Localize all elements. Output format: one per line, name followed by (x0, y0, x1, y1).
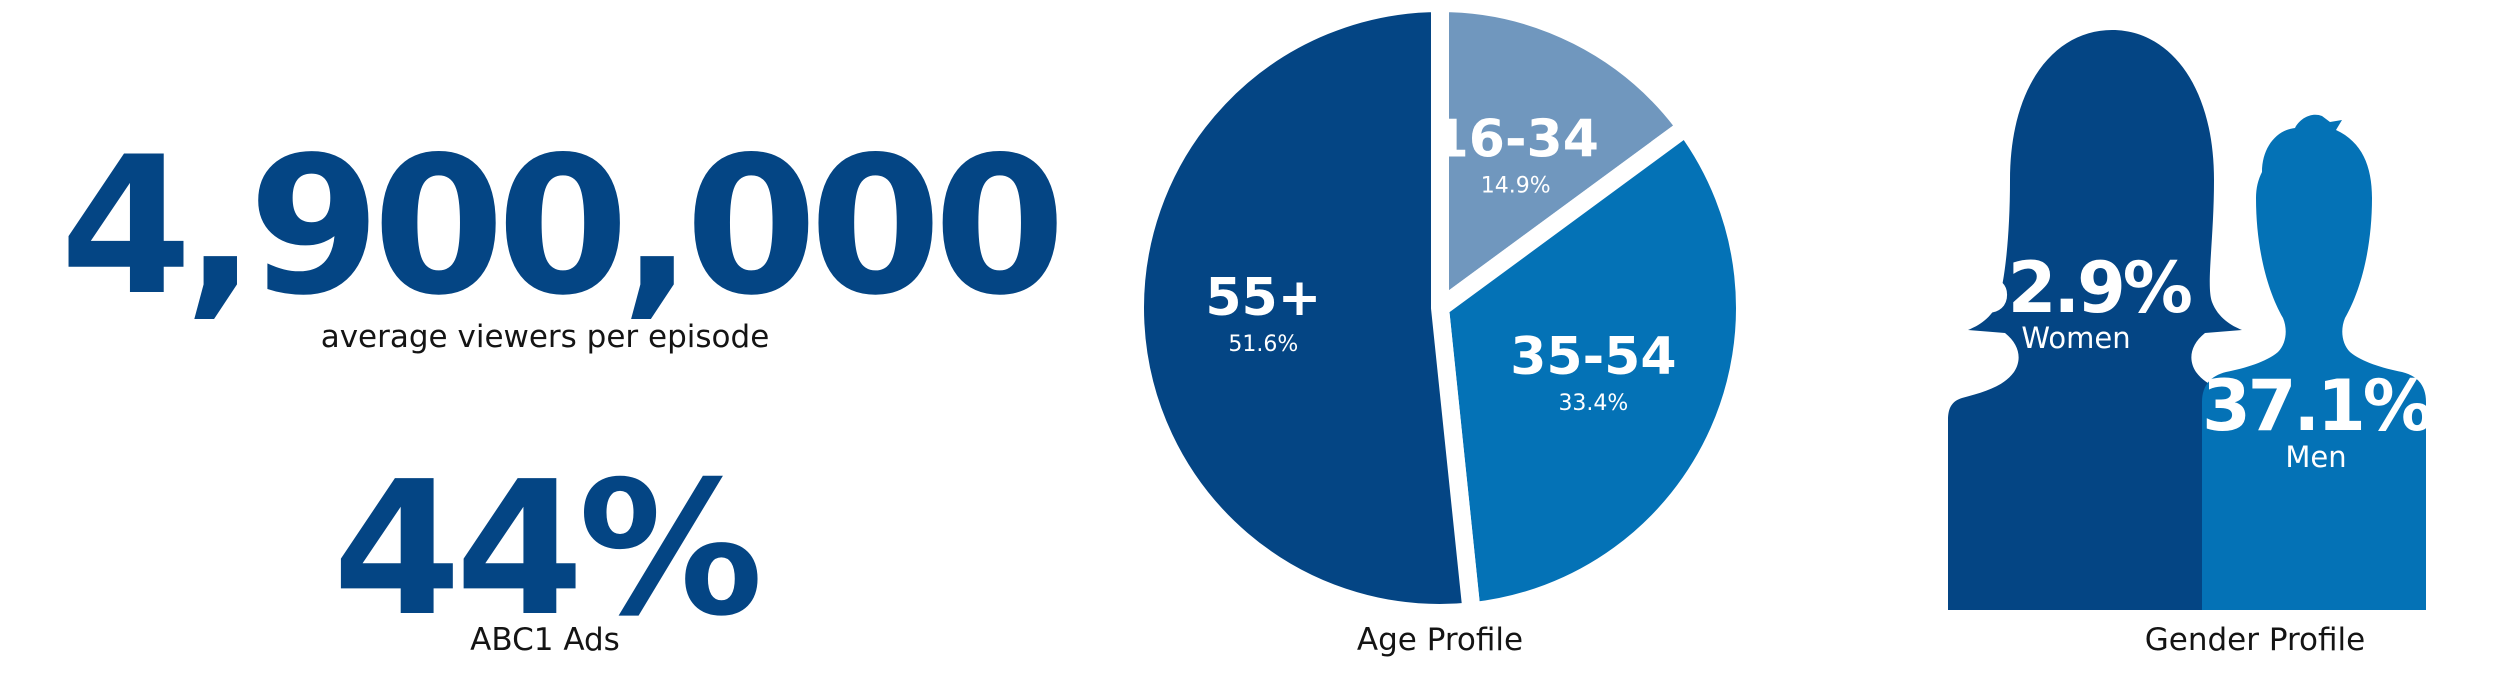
age-profile-title: Age Profile (1356, 622, 1524, 658)
pie-value-16-34: 14.9% (1481, 173, 1551, 198)
abc1-value: 44% (332, 441, 764, 657)
men-value: 37.1% (2202, 365, 2431, 447)
pie-value-35-54: 33.4% (1558, 391, 1628, 416)
pie-label-55plus: 55+ (1205, 268, 1321, 328)
gender-profile-title: Gender Profile (2144, 622, 2366, 658)
viewers-value: 4,900,000 (60, 116, 1066, 337)
viewers-label: average viewers per episode (320, 319, 770, 355)
pie-label-16-34: 16-34 (1433, 109, 1599, 169)
woman-silhouette-icon (1948, 30, 2262, 610)
pie-slice-16-34 (1431, 0, 1699, 326)
women-label: Women (2021, 321, 2130, 355)
pie-label-35-54: 35-54 (1510, 327, 1676, 387)
pie-slice-55plus (1126, 0, 1482, 622)
man-silhouette-icon (2202, 114, 2426, 611)
abc1-label: ABC1 Ads (470, 622, 620, 658)
pie-value-55plus: 51.6% (1228, 332, 1298, 357)
women-value: 62.9% (1962, 247, 2191, 329)
men-label: Men (2285, 440, 2346, 474)
pie-slice-35-54 (1430, 114, 1754, 622)
